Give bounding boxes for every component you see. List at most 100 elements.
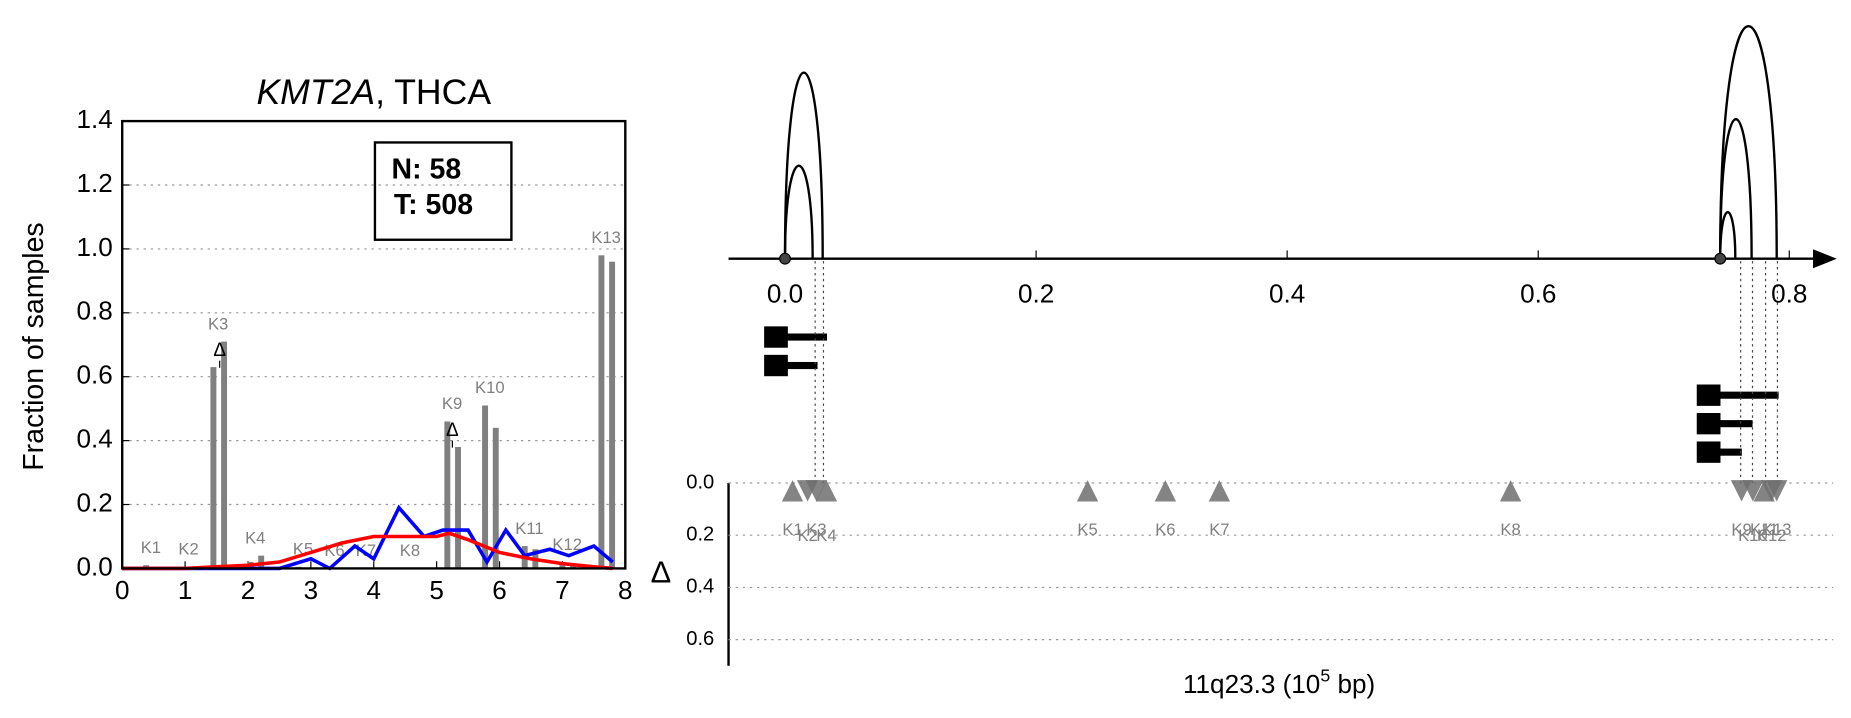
y-tick-label: 0.6 bbox=[686, 628, 714, 650]
y-tick-label: 1.2 bbox=[76, 168, 112, 198]
delta-triangle bbox=[1499, 480, 1522, 502]
delta-triangle bbox=[1154, 480, 1177, 502]
annotation: T: 508 bbox=[394, 189, 473, 221]
x-tick-label: 7 bbox=[555, 575, 570, 605]
x-tick-label: 4 bbox=[367, 575, 382, 605]
arc bbox=[783, 164, 814, 259]
x-tick-label: 0.2 bbox=[1018, 278, 1054, 308]
x-axis-label: 11q23.3 (105 bp) bbox=[1183, 665, 1375, 699]
x-tick-label: 1 bbox=[178, 575, 193, 605]
delta-triangle bbox=[1742, 480, 1764, 502]
intron bbox=[1715, 448, 1742, 456]
delta-label: K2 bbox=[797, 526, 817, 545]
delta-marker: Δ bbox=[213, 340, 226, 361]
bar bbox=[258, 555, 265, 569]
chart-title: KMT2A, THCA bbox=[256, 72, 491, 112]
intron bbox=[1715, 420, 1753, 428]
x-tick-label: 0.4 bbox=[1269, 278, 1305, 308]
bar bbox=[570, 565, 577, 569]
x-tick-label: 0.8 bbox=[1771, 278, 1807, 308]
delta-triangle bbox=[781, 480, 804, 502]
x-tick-label: 3 bbox=[304, 575, 319, 605]
intron bbox=[783, 333, 828, 341]
guide-lines bbox=[814, 261, 1779, 487]
y-tick-label: 0.6 bbox=[76, 360, 112, 390]
x-tick-label: 0.0 bbox=[767, 278, 803, 308]
x-tick-label: 0.6 bbox=[1520, 278, 1556, 308]
x-tick-label: 6 bbox=[492, 575, 507, 605]
exon bbox=[1696, 412, 1721, 435]
delta-label: K9 bbox=[1731, 520, 1751, 539]
title-gene: KMT2A bbox=[256, 72, 375, 112]
annotation: N: 58 bbox=[392, 153, 462, 185]
exon bbox=[764, 354, 788, 377]
x-label-exponent: 5 bbox=[1320, 665, 1330, 685]
y-tick-label: 0.2 bbox=[686, 524, 714, 546]
delta-label: K7 bbox=[1209, 520, 1229, 539]
x-tick-label: 8 bbox=[618, 575, 633, 605]
y-tick-label: 0.2 bbox=[76, 487, 112, 517]
bar-group-label: K11 bbox=[515, 519, 543, 538]
delta-label: K13 bbox=[1762, 520, 1792, 539]
bar-group-label: K9 bbox=[442, 394, 462, 413]
title-rest: , THCA bbox=[375, 72, 491, 112]
y-tick-label: 0.0 bbox=[686, 471, 714, 493]
bar-group-label: K3 bbox=[208, 314, 228, 333]
arc bbox=[1719, 25, 1778, 259]
exon bbox=[1696, 384, 1721, 406]
arc bbox=[783, 71, 824, 259]
x-tick-label: 5 bbox=[429, 575, 444, 605]
delta-label: K5 bbox=[1077, 520, 1097, 539]
plot-frame bbox=[121, 119, 627, 570]
delta-label: K8 bbox=[1500, 520, 1520, 539]
x-tick-label: 0 bbox=[115, 575, 130, 605]
x-label-text: 11q23.3 (10 bbox=[1183, 669, 1320, 699]
arc bbox=[1719, 211, 1737, 259]
transcript-models bbox=[764, 326, 1779, 463]
bar-group-label: K2 bbox=[178, 540, 198, 559]
delta-label: K12 bbox=[1757, 526, 1787, 545]
delta-axis-label: Δ bbox=[651, 555, 672, 590]
bar-group-label: K10 bbox=[475, 378, 505, 397]
x-label-unit: bp) bbox=[1330, 669, 1375, 699]
bar bbox=[492, 427, 499, 569]
bar bbox=[221, 341, 228, 569]
delta-label: K11 bbox=[1750, 520, 1778, 539]
arc-anchor bbox=[1714, 252, 1727, 265]
bar-group-label: K4 bbox=[245, 528, 265, 547]
bar bbox=[609, 261, 616, 569]
bar bbox=[444, 421, 451, 569]
bar-group-label: K1 bbox=[141, 538, 161, 557]
y-tick-label: 0.4 bbox=[686, 576, 714, 598]
annotation-box bbox=[373, 141, 513, 241]
intron bbox=[783, 361, 818, 370]
x-tick-label: 2 bbox=[241, 575, 256, 605]
delta-triangle bbox=[1076, 480, 1099, 502]
delta-label: K3 bbox=[806, 520, 826, 539]
delta-triangle bbox=[815, 480, 838, 502]
y-axis-label: Fraction of samples bbox=[18, 222, 50, 470]
bar bbox=[210, 367, 217, 569]
delta-label: K1 bbox=[782, 520, 802, 539]
delta-triangle bbox=[1766, 480, 1788, 502]
axis-arrow bbox=[1813, 249, 1837, 269]
y-tick-label: 0.0 bbox=[76, 551, 112, 581]
bar-group-label: K8 bbox=[400, 541, 420, 560]
delta-triangle bbox=[1208, 480, 1231, 502]
y-tick-label: 1.0 bbox=[76, 232, 112, 262]
bar bbox=[482, 405, 489, 569]
delta-label: K10 bbox=[1738, 526, 1768, 545]
line bbox=[122, 531, 613, 571]
delta-label: K6 bbox=[1155, 520, 1175, 539]
bar-group-label: K12 bbox=[552, 535, 582, 554]
intron bbox=[1715, 391, 1779, 399]
y-tick-label: 0.8 bbox=[76, 296, 112, 326]
y-tick-label: 0.4 bbox=[76, 424, 112, 454]
exon bbox=[1696, 441, 1721, 463]
arc bbox=[1719, 118, 1753, 259]
delta-marker: Δ bbox=[446, 420, 459, 441]
delta-label: K4 bbox=[816, 526, 836, 545]
bar-group-label: K13 bbox=[591, 228, 621, 247]
